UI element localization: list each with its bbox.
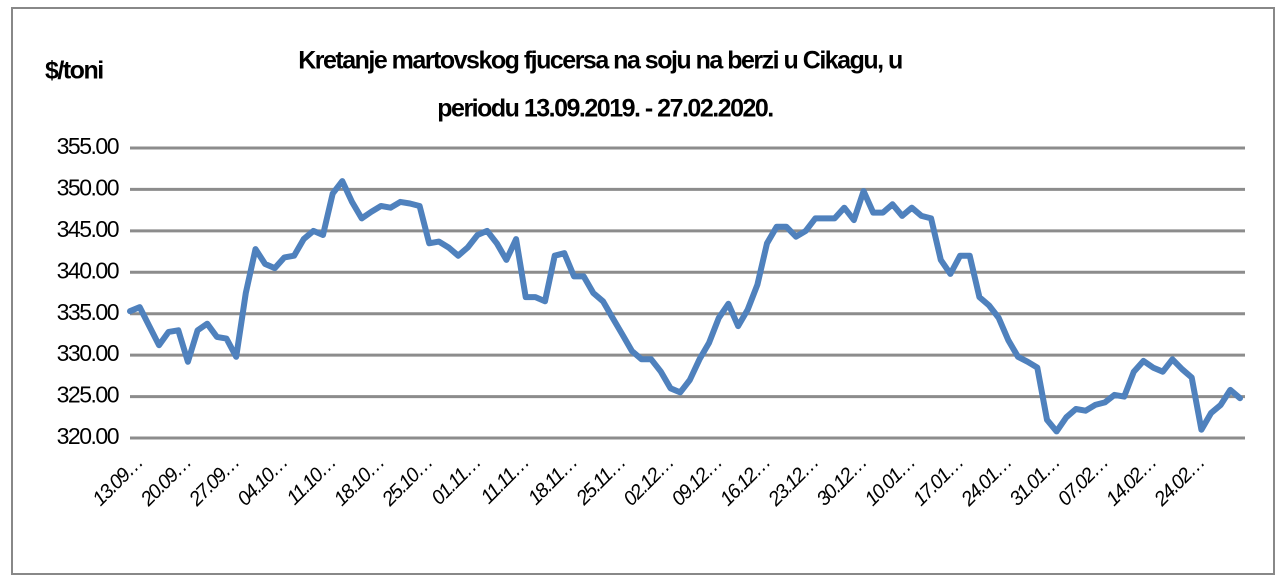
y-tick-label: 340.00 (57, 257, 119, 283)
y-tick-label: 345.00 (57, 216, 119, 242)
y-tick-label: 335.00 (57, 299, 119, 325)
y-tick-label: 330.00 (57, 340, 119, 366)
y-tick-label: 320.00 (57, 423, 119, 449)
y-axis-label: $/toni (45, 57, 103, 85)
chart-title: periodu 13.09.2019. - 27.02.2020. (437, 95, 773, 123)
y-tick-label: 355.00 (57, 133, 119, 159)
y-tick-label: 350.00 (57, 175, 119, 201)
y-tick-label: 325.00 (57, 382, 119, 408)
chart-title: Kretanje martovskog fjucersa na soju na … (298, 47, 902, 75)
chart-frame (11, 7, 1275, 575)
data-line (127, 178, 1243, 435)
